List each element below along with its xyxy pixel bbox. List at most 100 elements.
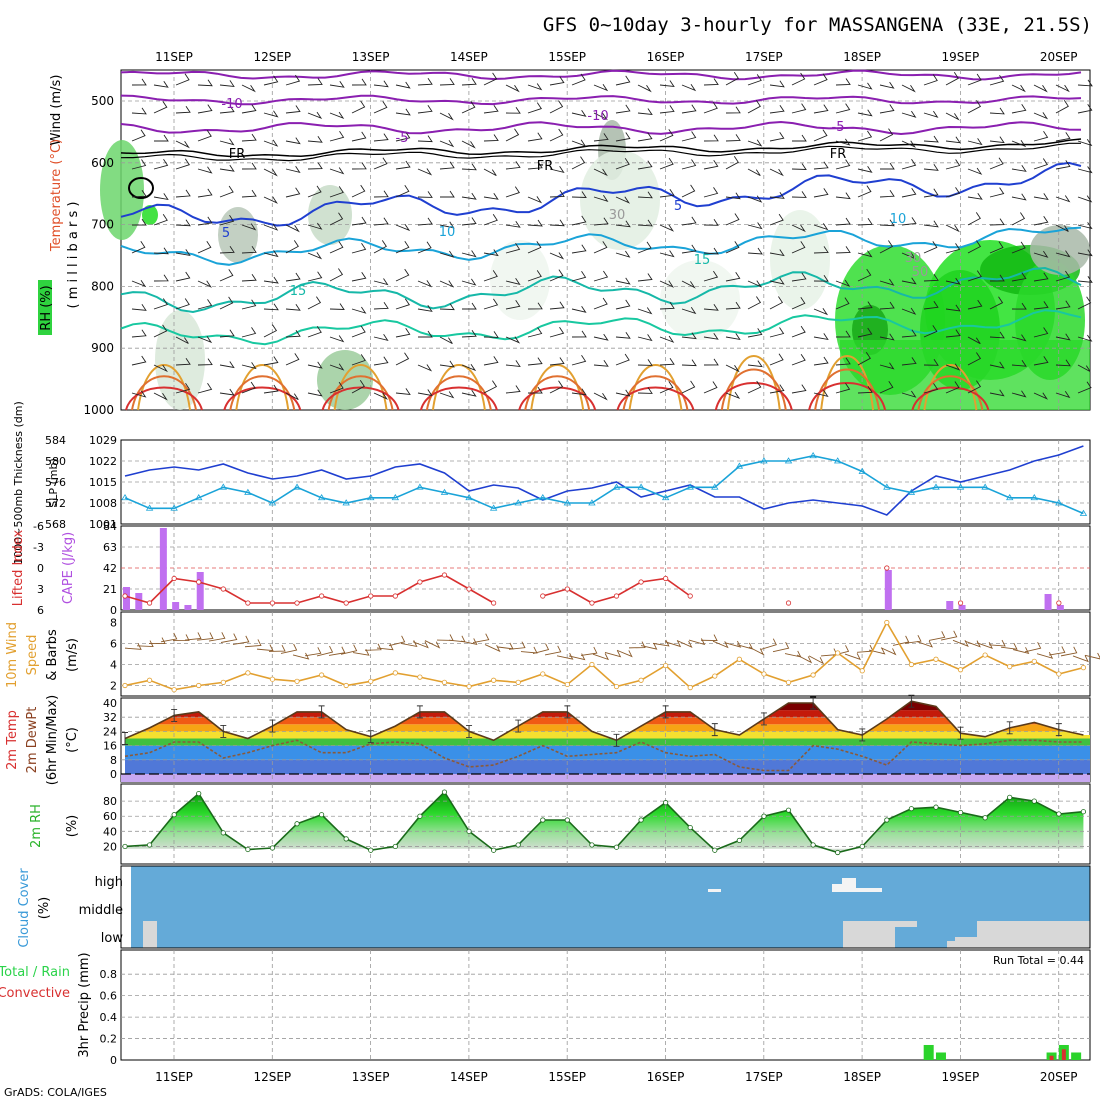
wind-barb bbox=[725, 391, 741, 400]
wind-barb bbox=[1011, 359, 1027, 367]
cape-tick: 63 bbox=[103, 541, 117, 554]
temp-band bbox=[125, 745, 1090, 760]
wind-barb bbox=[967, 100, 982, 114]
date-label-bottom: 20SEP bbox=[1040, 1070, 1078, 1084]
wind-barb bbox=[439, 336, 453, 344]
wind-barb bbox=[637, 191, 653, 199]
wind-barbs-10m bbox=[124, 630, 1100, 665]
wind-barb bbox=[703, 270, 719, 282]
wind-barb bbox=[725, 192, 741, 200]
wind-frame bbox=[120, 611, 1091, 697]
wind-barb bbox=[967, 73, 982, 86]
wind-speed-point bbox=[491, 677, 497, 683]
wind-barb-10m bbox=[460, 638, 478, 646]
wind-barb-10m bbox=[1060, 646, 1078, 657]
wind-barb bbox=[527, 83, 543, 91]
chart-title: GFS 0~10day 3-hourly for MASSANGENA (33E… bbox=[543, 14, 1092, 36]
wind-barb bbox=[1055, 300, 1071, 310]
wind-barb bbox=[637, 273, 653, 282]
wind-speed-point bbox=[1007, 663, 1013, 670]
temp-band bbox=[125, 724, 1090, 732]
precip-ticks: 0.8 0.6 0.4 0.2 0 bbox=[100, 968, 118, 1067]
wind-barb bbox=[329, 80, 345, 88]
wind-barb bbox=[835, 78, 851, 86]
wind-barb bbox=[1033, 272, 1049, 282]
wind-barb-10m bbox=[196, 632, 214, 641]
slp-series bbox=[121, 445, 1088, 516]
precip-tick: 0.2 bbox=[100, 1033, 118, 1046]
wind-barb-10m bbox=[220, 633, 238, 643]
wind-barb bbox=[285, 224, 300, 233]
minmax-whisker bbox=[269, 719, 276, 733]
slp-tick: 1015 bbox=[89, 476, 117, 489]
date-label-bottom: 13SEP bbox=[352, 1070, 390, 1084]
wind-barb bbox=[747, 247, 763, 255]
wind-barb bbox=[373, 80, 389, 88]
wind-barb bbox=[769, 131, 785, 142]
wind-speed-point bbox=[663, 662, 669, 669]
wind-barb bbox=[417, 217, 433, 226]
wind-barb bbox=[461, 100, 476, 114]
wind-barb-10m bbox=[880, 647, 897, 656]
wind-barb-10m bbox=[796, 654, 813, 664]
wind-barb bbox=[285, 187, 301, 198]
wind-barb bbox=[175, 336, 189, 344]
wind-barb-10m bbox=[340, 644, 358, 655]
wind-barb bbox=[462, 302, 477, 310]
wind-barb bbox=[659, 129, 674, 142]
wind-barb bbox=[659, 302, 675, 310]
wind-barb bbox=[681, 131, 697, 142]
rh2m-point bbox=[736, 837, 742, 844]
cape-bar bbox=[159, 528, 167, 610]
wind-barb bbox=[1033, 392, 1049, 400]
wind-barb bbox=[923, 188, 939, 198]
wind-barb bbox=[835, 357, 851, 366]
wind-speed-point bbox=[810, 672, 816, 678]
wind-barb bbox=[439, 221, 455, 229]
wind-barb bbox=[747, 328, 763, 338]
wind-barb bbox=[329, 303, 345, 310]
minmax-whisker bbox=[662, 705, 669, 719]
wind-barb bbox=[923, 241, 938, 254]
wind-barb bbox=[813, 161, 829, 170]
rh2m-point bbox=[687, 824, 693, 831]
wind-barb bbox=[483, 72, 498, 86]
wind-barb bbox=[131, 241, 146, 254]
contour-label: FR bbox=[537, 159, 554, 174]
rh2m-point bbox=[835, 849, 841, 856]
wind-barb bbox=[945, 112, 960, 121]
wind-barb bbox=[1077, 79, 1093, 87]
wind-speed-point bbox=[884, 619, 890, 626]
contour-label: -5 bbox=[396, 131, 409, 146]
wind-barb bbox=[395, 81, 411, 89]
wind-barb bbox=[219, 388, 235, 396]
wind-barb-10m bbox=[208, 632, 226, 642]
wind-speed-point bbox=[343, 682, 349, 689]
wind-speed-point bbox=[957, 667, 964, 673]
wind-barb bbox=[351, 380, 365, 394]
wind-barb bbox=[967, 167, 983, 175]
wind-barb bbox=[197, 188, 213, 198]
wind-ticks: 8 6 4 2 bbox=[110, 617, 117, 693]
wind-barb bbox=[373, 278, 389, 286]
temp-arch bbox=[616, 386, 695, 411]
thickness-point bbox=[489, 504, 498, 511]
cloud-patch bbox=[708, 889, 721, 892]
cloud-level-label: low bbox=[101, 931, 124, 946]
wind-barb bbox=[725, 272, 741, 282]
wind-barb bbox=[593, 270, 609, 282]
wind-barb bbox=[307, 252, 323, 260]
wind-barb bbox=[241, 104, 257, 114]
slp-tick: 1022 bbox=[89, 455, 117, 468]
thickness-point bbox=[661, 493, 670, 501]
wind-barb bbox=[219, 269, 234, 282]
ylabel-slp: SLP (mb) bbox=[47, 458, 60, 508]
wind-barb bbox=[747, 139, 763, 147]
wind-barb bbox=[813, 129, 828, 142]
wind-barb-10m bbox=[724, 640, 742, 648]
wind-barb bbox=[197, 241, 212, 254]
wind-barb bbox=[527, 270, 542, 282]
wind-barb bbox=[241, 162, 257, 170]
thickness-point bbox=[416, 483, 424, 490]
